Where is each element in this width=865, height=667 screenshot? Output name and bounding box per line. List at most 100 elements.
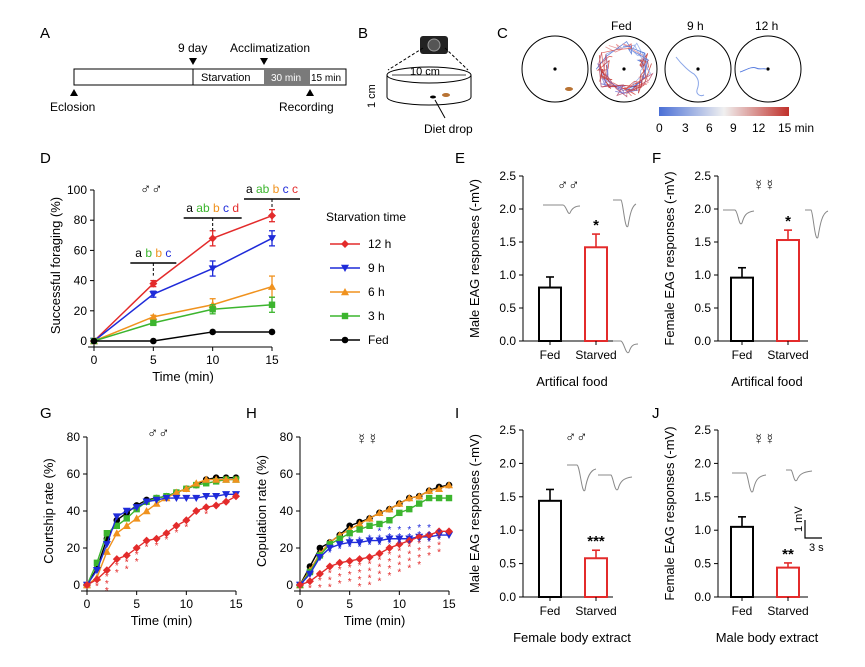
data-point: [222, 475, 231, 483]
data-point: [209, 328, 216, 336]
colorbar-tick-2: 6: [706, 121, 713, 135]
significance-star-blue: *: [417, 523, 421, 534]
significance-star: *: [328, 569, 332, 580]
x-tick-label: 10: [393, 597, 407, 611]
data-point: [212, 493, 221, 501]
day-marker-icon: [189, 58, 197, 65]
panel-letter-g: G: [40, 405, 52, 422]
scale-bar-s-label: 3 s: [809, 542, 824, 554]
significance-star: *: [407, 550, 411, 561]
data-point: [406, 505, 413, 513]
panel-letter-e: E: [455, 150, 465, 167]
data-point: [375, 537, 384, 545]
significance-star: *: [125, 564, 129, 575]
panel-letter-h: H: [246, 405, 257, 422]
colorbar-tick-5: 15 min: [778, 121, 814, 135]
significance-star: *: [338, 565, 342, 576]
trace-title-12h: 12 h: [755, 19, 778, 33]
significance-star: *: [417, 553, 421, 564]
colorbar-tick-4: 12: [752, 121, 766, 135]
data-point: [445, 481, 453, 489]
significance-star: *: [115, 568, 119, 579]
significance-star: *: [348, 577, 352, 588]
significance-star: *: [358, 568, 362, 579]
data-point: [345, 556, 354, 565]
significance-star-blue: *: [358, 542, 362, 553]
data-point: [142, 507, 151, 515]
significance-star: *: [204, 509, 208, 520]
significance-star: *: [348, 563, 352, 574]
data-point: [355, 555, 364, 564]
trajectory-segment: [598, 52, 643, 97]
panel-letter-j: J: [652, 405, 660, 422]
data-point: [209, 306, 216, 313]
significance-letters: a ab b c d: [186, 201, 239, 215]
x-tick-label: 5: [150, 353, 157, 367]
y-tick-label: 60: [74, 243, 88, 257]
significance-star: *: [184, 522, 188, 533]
significance-star: *: [358, 561, 362, 572]
data-point: [425, 486, 434, 494]
trajectory-segment: [601, 69, 625, 94]
significance-star-blue: *: [348, 535, 352, 546]
significance-star: *: [417, 546, 421, 557]
x-tick-label: 15: [265, 353, 279, 367]
y-tick-label: 1.5: [499, 235, 516, 249]
data-point: [365, 537, 374, 545]
x-tick-label: Fed: [540, 604, 561, 618]
data-point: [325, 562, 334, 571]
legend: Starvation time 12 h 9 h 6 h 3 h Fed: [326, 210, 406, 347]
significance-star-blue: *: [437, 528, 441, 539]
data-point: [103, 530, 111, 537]
data-point: [415, 492, 424, 500]
diet-drop-icon: [430, 95, 436, 99]
eag-trace-j-fed: [732, 472, 767, 493]
data-point: [375, 549, 384, 558]
significance-star-blue: *: [397, 532, 401, 543]
eag-trace-e-starved: [613, 199, 637, 228]
significance-star: *: [308, 583, 312, 594]
significance-star-blue: *: [387, 532, 391, 543]
colorbar-tick-3: 9: [730, 121, 737, 135]
x-tick-label: Starved: [767, 604, 808, 618]
x-axis-label: Time (min): [344, 613, 406, 628]
significance-star-blue: *: [437, 535, 441, 546]
significance-star: *: [427, 537, 431, 548]
significance-letter: c: [162, 246, 171, 260]
eag-trace-e-extra: [612, 340, 639, 354]
significance-star-blue: *: [417, 530, 421, 541]
significance-star: *: [593, 217, 599, 234]
significance-star: *: [145, 543, 149, 554]
data-point: [325, 544, 334, 552]
significance-letter: b: [152, 246, 162, 260]
significance-star: *: [427, 551, 431, 562]
data-point: [132, 544, 141, 552]
y-tick-label: 2.5: [694, 169, 711, 183]
significance-star-blue: *: [397, 525, 401, 536]
significance-star-blue: *: [407, 532, 411, 543]
y-tick-label: 0.5: [499, 301, 516, 315]
width-label: 10 cm: [410, 66, 440, 78]
y-tick-label: 2.0: [694, 456, 711, 470]
significance-star: *: [135, 550, 139, 561]
data-point: [346, 530, 353, 537]
data-point: [268, 328, 276, 336]
x-tick-label: Fed: [540, 348, 561, 362]
data-point: [113, 522, 120, 529]
significance-star-blue: *: [427, 537, 431, 548]
panel-a: A Starvation 30 min 15 min 9 day Acclima…: [40, 25, 347, 114]
trajectory-fed: [595, 41, 654, 98]
x-tick-label: 0: [91, 353, 98, 367]
significance-star: *: [378, 570, 382, 581]
significance-star: **: [782, 546, 794, 563]
data-point: [395, 535, 404, 543]
recording-label: Recording: [279, 100, 334, 114]
arena-bottom-arc: [386, 96, 472, 106]
data-point: [182, 484, 191, 492]
series-line: [86, 493, 236, 586]
x-tick-label: 10: [180, 597, 194, 611]
sex-symbol-g: ♂♂: [147, 425, 170, 442]
data-point: [162, 494, 171, 503]
data-point: [149, 279, 158, 288]
